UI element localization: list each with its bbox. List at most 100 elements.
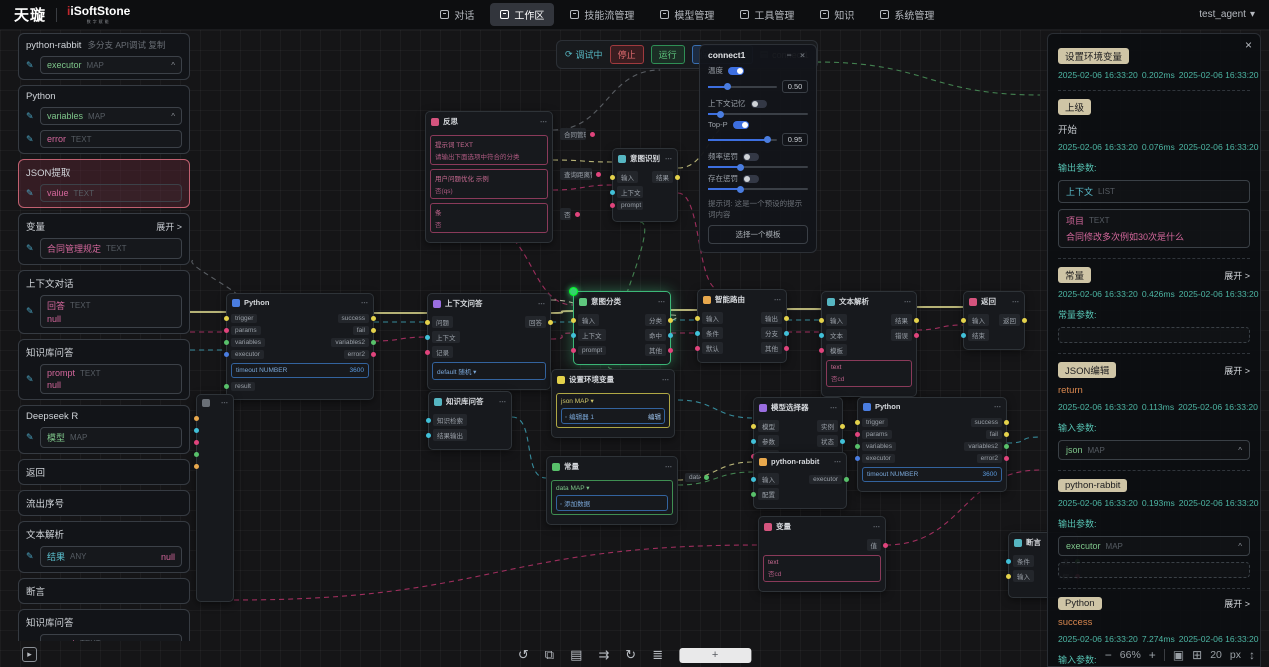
slider-knob[interactable] — [737, 185, 744, 193]
port[interactable] — [589, 131, 595, 137]
canvas-node[interactable]: 智能路由 ⋯ 输入 输出 条件 分支 默认 其他 — [695, 289, 789, 363]
param-box[interactable] — [1058, 327, 1250, 343]
canvas-node[interactable]: 意图分类 ⋯ 输入 分类 上下文 命中 prompt 其他 — [569, 287, 673, 365]
port[interactable] — [784, 345, 789, 351]
port[interactable] — [224, 384, 229, 389]
port[interactable] — [574, 211, 580, 217]
canvas-node[interactable]: 反思 ⋯ 提示词 TEXT 请输出下面选项中符合的分类 用户问题优化 示例 否(qs) 条否… — [425, 111, 601, 243]
canvas-node[interactable]: python-rabbit ⋯ 输入 executor 配置 — [751, 452, 849, 509]
node-actions[interactable]: ⋯ — [658, 298, 665, 306]
node-inline-box[interactable]: text 否cd — [763, 555, 881, 582]
panel-controls[interactable]: − × — [786, 50, 808, 60]
param-box[interactable]: 项目 TEXT 合同修改多次例如30次是什么 — [1058, 209, 1250, 248]
node-card[interactable]: JSON提取 ✎ value TEXT — [18, 159, 190, 208]
field-box[interactable]: 回答 TEXT null — [40, 295, 182, 328]
port[interactable] — [425, 319, 430, 325]
field-box[interactable]: value TEXT — [40, 184, 182, 202]
node-card[interactable]: 知识库问答 ✎ prompt TEXT null — [18, 339, 190, 400]
port[interactable] — [914, 332, 919, 338]
node-inline-box[interactable]: default 随机 ▾ — [432, 362, 546, 380]
edit-icon[interactable]: ✎ — [26, 432, 34, 442]
node-inline-box[interactable]: data MAP ▾ ◦ 添加数据 — [551, 480, 673, 515]
field-box[interactable]: 结果 ANY null — [40, 546, 182, 567]
canvas-node[interactable]: 文本解析 ⋯ 输入 结果 文本 错误 模板 text 否cd — [819, 291, 919, 397]
node-actions[interactable]: ⋯ — [774, 296, 781, 304]
history-icon[interactable]: ↻ — [625, 647, 637, 662]
port[interactable] — [751, 491, 756, 497]
port[interactable] — [675, 174, 680, 180]
port[interactable] — [194, 440, 199, 445]
node-actions[interactable]: ⋯ — [662, 376, 669, 384]
canvas-node[interactable]: 上下文问答 ⋯ 问题 回答 上下文 记录 default 随机 ▾ — [425, 293, 553, 390]
node-card[interactable]: 流出序号 — [18, 490, 190, 516]
side-pill[interactable]: 合同管理规定 — [560, 128, 616, 140]
node-inline-box[interactable]: text 否cd — [826, 360, 912, 387]
port[interactable] — [855, 456, 860, 461]
edit-icon[interactable]: ✎ — [26, 243, 34, 253]
run-button[interactable]: 运行 — [650, 45, 685, 64]
node-inline-box[interactable]: json MAP ▾ ◦ 编辑器 1 编辑 — [556, 393, 670, 428]
stop-button[interactable]: 停止 — [609, 45, 644, 64]
port[interactable] — [571, 347, 576, 353]
edit-icon[interactable]: ✎ — [26, 306, 34, 316]
nav-item-系统管理[interactable]: 系统管理 — [870, 3, 944, 26]
node-actions[interactable]: ⋯ — [361, 299, 368, 307]
port[interactable] — [695, 345, 700, 351]
param-box[interactable]: 上下文 LIST — [1058, 180, 1250, 203]
node-card[interactable]: 变量 展开 > ✎ 合同管理规定 TEXT — [18, 213, 190, 265]
port[interactable] — [371, 352, 376, 357]
flow-icon[interactable]: ⇉ — [598, 647, 610, 662]
canvas-corner-button[interactable]: ▸ — [22, 647, 37, 662]
port[interactable] — [784, 315, 789, 321]
port[interactable] — [840, 423, 845, 429]
slider[interactable] — [708, 110, 808, 118]
node-card[interactable]: 文本解析 ✎ 结果 ANY null — [18, 521, 190, 573]
expand-link[interactable]: 展开 > — [156, 221, 182, 232]
port[interactable] — [914, 317, 919, 323]
port[interactable] — [1006, 558, 1011, 564]
port[interactable] — [194, 452, 199, 457]
port[interactable] — [668, 332, 673, 338]
nav-item-工作区[interactable]: 工作区 — [490, 3, 555, 26]
port[interactable] — [695, 315, 700, 321]
port[interactable] — [194, 464, 199, 469]
edit-icon[interactable]: ✎ — [26, 187, 34, 198]
chevron-up-icon[interactable]: ^ — [171, 60, 175, 70]
node-inline-box[interactable]: 条否 — [430, 203, 548, 233]
param-box[interactable]: json MAP ^ — [1058, 440, 1250, 460]
port[interactable] — [426, 417, 431, 423]
slider-knob[interactable] — [737, 163, 744, 171]
node-card[interactable]: python-rabbit 多分支 API调试 复制 ✎ executor MAP ^ — [18, 33, 190, 80]
port[interactable] — [224, 328, 229, 333]
port[interactable] — [548, 319, 553, 325]
node-card[interactable]: 上下文对话 ✎ 回答 TEXT null — [18, 270, 190, 334]
node-card[interactable]: Python ✎ variables MAP ^ ✎ error TEXT — [18, 85, 190, 154]
port[interactable] — [819, 317, 824, 323]
port[interactable] — [194, 428, 199, 433]
field-box[interactable]: 模型 MAP — [40, 427, 182, 448]
port[interactable] — [961, 332, 966, 338]
node-actions[interactable]: ⋯ — [834, 458, 841, 466]
port[interactable] — [425, 349, 430, 355]
slider[interactable] — [708, 185, 808, 193]
slider-knob[interactable] — [717, 110, 724, 118]
side-pill[interactable]: 查询距离智能介绍 — [560, 168, 629, 180]
port[interactable] — [704, 475, 710, 480]
node-actions[interactable]: ⋯ — [1012, 298, 1019, 306]
canvas-node[interactable]: 变量 ⋯ 值 text 否cd — [758, 516, 888, 592]
canvas-node[interactable]: 返回 ⋯ 输入 返回 结束 — [961, 291, 1027, 350]
port[interactable] — [571, 332, 576, 338]
node-actions[interactable]: ⋯ — [830, 404, 837, 412]
stepper-icon[interactable]: ↕ — [1249, 648, 1255, 662]
node-actions[interactable]: ⋯ — [873, 523, 880, 531]
chevron-up-icon[interactable]: ^ — [1238, 541, 1242, 551]
port[interactable] — [426, 432, 431, 438]
port[interactable] — [855, 432, 860, 437]
node-actions[interactable]: ⋯ — [499, 398, 506, 406]
port[interactable] — [751, 476, 756, 482]
canvas-node[interactable]: Python ⋯ trigger success params fail variables… — [224, 293, 376, 400]
fit-view-icon[interactable]: ▣ — [1172, 648, 1185, 662]
slider[interactable] — [708, 136, 777, 143]
port[interactable] — [695, 330, 700, 336]
port[interactable] — [819, 332, 824, 338]
